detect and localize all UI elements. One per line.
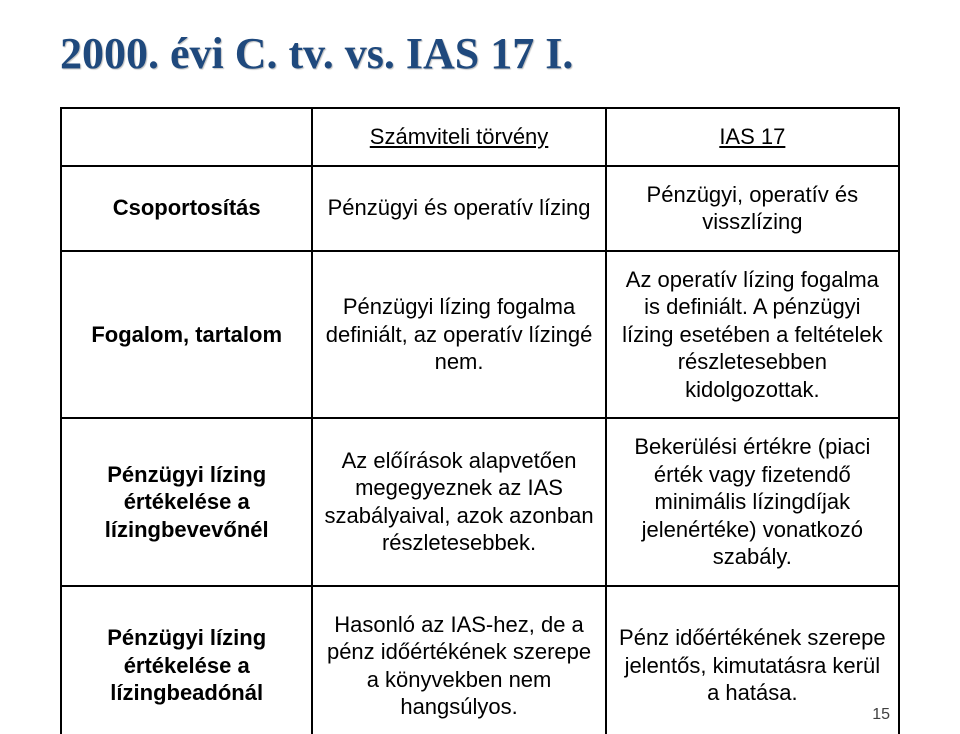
cell: Pénzügyi, operatív és visszlízing xyxy=(606,166,899,251)
header-blank xyxy=(61,108,312,166)
table-row: Pénzügyi lízing értékelése a lízingbevev… xyxy=(61,418,899,586)
table-row: Pénzügyi lízing értékelése a lízingbeadó… xyxy=(61,586,899,734)
row-label-csoportositas: Csoportosítás xyxy=(61,166,312,251)
row-label-fogalom: Fogalom, tartalom xyxy=(61,251,312,419)
table-row: Csoportosítás Pénzügyi és operatív lízin… xyxy=(61,166,899,251)
table-row: Fogalom, tartalom Pénzügyi lízing fogalm… xyxy=(61,251,899,419)
cell: Pénzügyi és operatív lízing xyxy=(312,166,605,251)
header-szamviteli: Számviteli törvény xyxy=(312,108,605,166)
cell: Hasonló az IAS-hez, de a pénz időértékén… xyxy=(312,586,605,734)
table-header-row: Számviteli törvény IAS 17 xyxy=(61,108,899,166)
cell: Pénzügyi lízing fogalma definiált, az op… xyxy=(312,251,605,419)
page-number: 15 xyxy=(872,706,890,724)
comparison-table: Számviteli törvény IAS 17 Csoportosítás … xyxy=(60,107,900,734)
cell: Pénz időértékének szerepe jelentős, kimu… xyxy=(606,586,899,734)
cell: Az előírások alapvetően megegyeznek az I… xyxy=(312,418,605,586)
row-label-lizingbevevo: Pénzügyi lízing értékelése a lízingbevev… xyxy=(61,418,312,586)
slide-title: 2000. évi C. tv. vs. IAS 17 I. xyxy=(60,28,900,79)
header-ias17: IAS 17 xyxy=(606,108,899,166)
row-label-lizingbeado: Pénzügyi lízing értékelése a lízingbeadó… xyxy=(61,586,312,734)
cell: Bekerülési értékre (piaci érték vagy fiz… xyxy=(606,418,899,586)
slide: 2000. évi C. tv. vs. IAS 17 I. Számvitel… xyxy=(0,0,960,734)
cell: Az operatív lízing fogalma is definiált.… xyxy=(606,251,899,419)
